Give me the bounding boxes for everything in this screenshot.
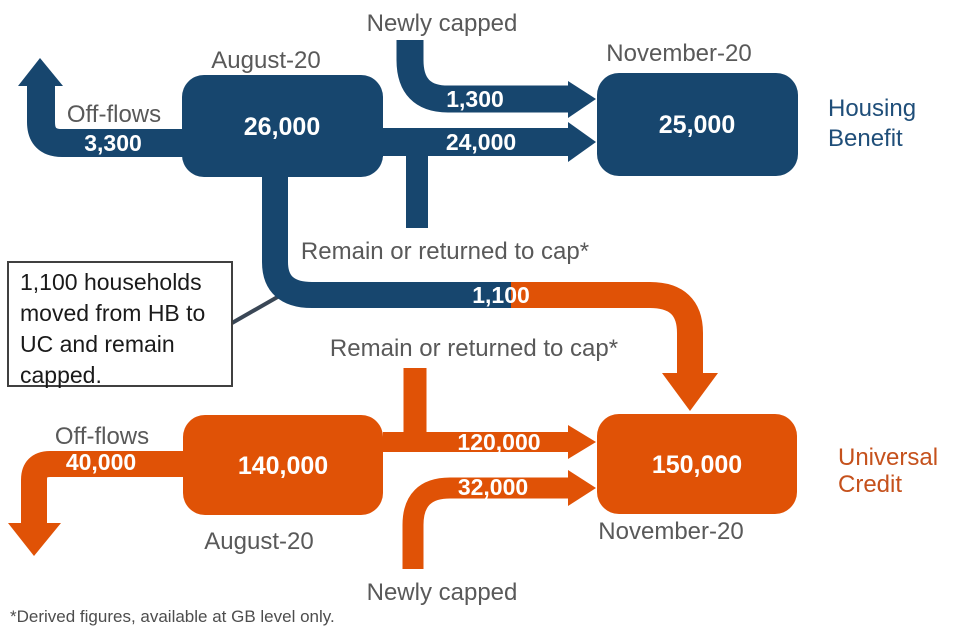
uc-offflows-value: 40,000 [66, 449, 136, 475]
hb-august-label: August-20 [211, 47, 320, 74]
hb-offflows-value: 3,300 [84, 130, 142, 156]
callout-line-4: capped. [20, 362, 102, 388]
hb-offflows-arrowhead-icon [18, 58, 63, 86]
uc-offflows-arrowhead-icon [8, 523, 61, 556]
uc-remain-value: 120,000 [457, 429, 540, 455]
hb-to-uc-value: 1,100 [472, 282, 530, 308]
uc-newly-capped-label: Newly capped [367, 579, 518, 606]
footnote: *Derived figures, available at GB level … [10, 607, 335, 626]
callout-line-1: 1,100 households [20, 269, 202, 295]
housing-benefit-label-line1: Housing [828, 95, 916, 122]
uc-newly-capped-value: 32,000 [458, 474, 528, 500]
uc-offflows-label: Off-flows [55, 423, 149, 450]
hb-remain-label: Remain or returned to cap* [301, 238, 589, 265]
callout-line-3: UC and remain [20, 331, 175, 357]
universal-credit-label-line2: Credit [838, 471, 902, 498]
uc-offflows-pipe [21, 451, 383, 523]
housing-benefit-label-line2: Benefit [828, 125, 903, 152]
uc-newly-capped-arrowhead-icon [568, 470, 596, 506]
uc-newly-capped-pipe [402, 477, 568, 569]
hb-to-uc-pipe-orange [511, 282, 703, 375]
uc-august-value: 140,000 [238, 452, 328, 480]
hb-november-node [597, 73, 798, 176]
universal-credit-label-line1: Universal [838, 444, 938, 471]
uc-november-value: 150,000 [652, 451, 742, 479]
hb-november-label: November-20 [606, 40, 751, 67]
hb-november-value: 25,000 [659, 111, 735, 139]
hb-to-uc-pipe-blue [262, 170, 512, 308]
hb-to-uc-arrowhead-icon [662, 373, 718, 411]
hb-newly-capped-pipe [396, 40, 568, 113]
uc-remain-arrowhead-icon [568, 425, 596, 459]
uc-remain-label: Remain or returned to cap* [330, 335, 618, 362]
hb-newly-capped-arrowhead-icon [568, 81, 596, 118]
hb-remain-value: 24,000 [446, 129, 516, 155]
hb-remain-arrowhead-icon [568, 122, 596, 162]
hb-offflows-pipe [27, 84, 383, 157]
uc-august-label: August-20 [204, 528, 313, 555]
hb-august-value: 26,000 [244, 113, 320, 141]
callout-line-2: moved from HB to [20, 300, 205, 326]
hb-newly-capped-label: Newly capped [367, 10, 518, 37]
uc-november-node [597, 414, 797, 514]
uc-august-node [183, 415, 383, 515]
hb-august-node [182, 75, 383, 177]
hb-offflows-label: Off-flows [67, 101, 161, 128]
callout-box [7, 261, 233, 387]
hb-newly-capped-value: 1,300 [446, 86, 504, 112]
uc-november-label: November-20 [598, 518, 743, 545]
